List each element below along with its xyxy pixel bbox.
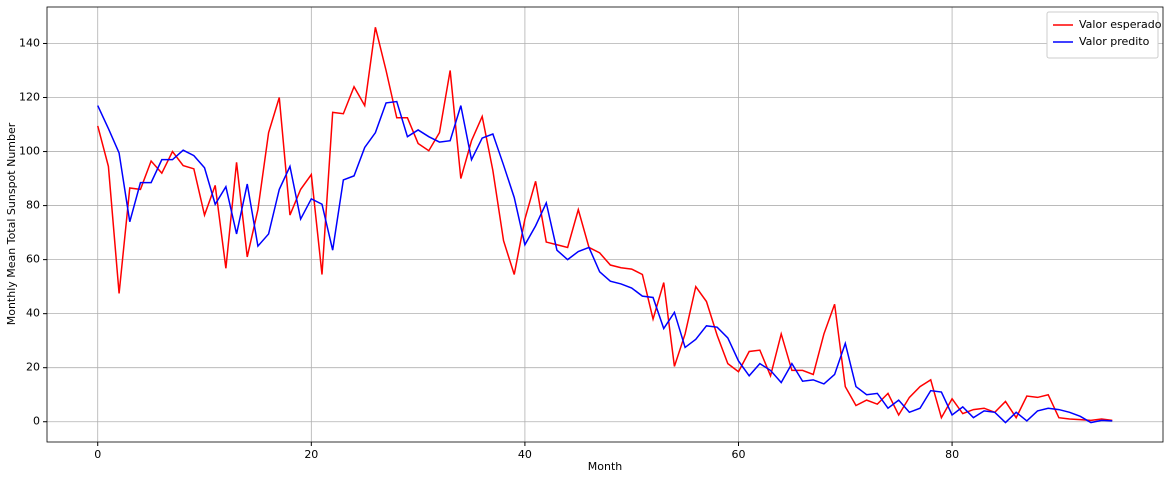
- plot-frame: [46, 6, 1164, 443]
- y-tick-label: 0: [33, 415, 40, 428]
- y-tick-label: 120: [19, 91, 40, 104]
- y-axis-label: Monthly Mean Total Sunspot Number: [5, 122, 18, 325]
- y-tick-label: 140: [19, 36, 40, 49]
- x-tick-label: 20: [304, 448, 318, 461]
- x-tick-label: 80: [945, 448, 959, 461]
- x-tick-label: 60: [731, 448, 745, 461]
- y-tick-label: 20: [26, 361, 40, 374]
- x-tick-label: 40: [518, 448, 532, 461]
- legend-label: Valor predito: [1079, 35, 1150, 48]
- y-tick-label: 100: [19, 145, 40, 158]
- y-tick-label: 40: [26, 307, 40, 320]
- y-tick-label: 80: [26, 199, 40, 212]
- y-tick-label: 60: [26, 253, 40, 266]
- x-tick-label: 0: [94, 448, 101, 461]
- legend-label: Valor esperado: [1079, 18, 1162, 31]
- line: [97, 27, 1113, 422]
- legend-box: [1046, 11, 1159, 59]
- line: [97, 100, 1113, 424]
- x-axis-label: Month: [588, 460, 623, 473]
